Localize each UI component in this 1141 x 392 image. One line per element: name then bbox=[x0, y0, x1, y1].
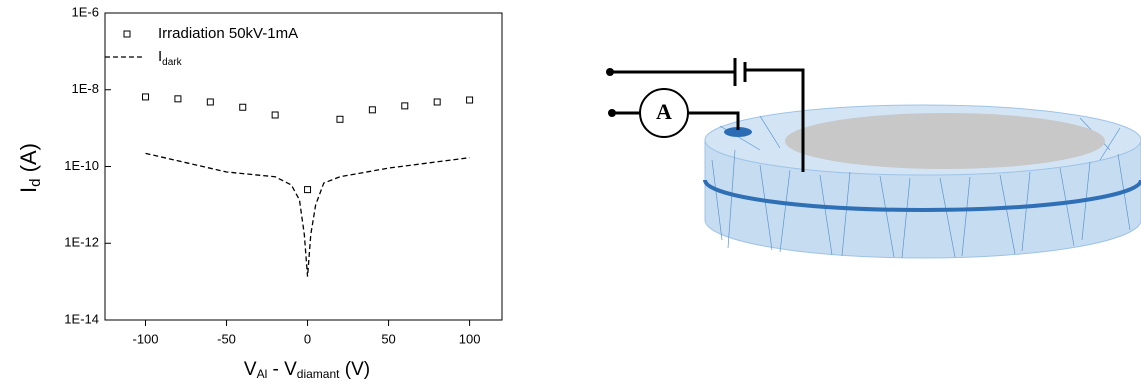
terminal bbox=[608, 109, 616, 117]
diagram: A bbox=[606, 58, 1141, 259]
point bbox=[271, 111, 279, 119]
x-axis-label: VAl - Vdiamant (V) bbox=[244, 359, 370, 381]
y-tick-label: 1E-10 bbox=[64, 158, 99, 173]
y-tick-label: 1E-14 bbox=[64, 311, 99, 326]
point bbox=[433, 98, 441, 106]
legend-name: I bbox=[158, 48, 162, 65]
ammeter bbox=[639, 88, 689, 138]
y-axis-label: Id (A) bbox=[16, 143, 44, 193]
y-label-sub: d bbox=[27, 178, 44, 186]
legend-name: Irradiation 50kV-1mA bbox=[158, 25, 298, 42]
terminal bbox=[606, 68, 614, 76]
x-tick-label: -100 bbox=[132, 331, 158, 346]
point bbox=[368, 106, 376, 114]
electrode-small bbox=[724, 127, 752, 137]
legend-label: Idark bbox=[158, 48, 183, 68]
ammeter-label: A bbox=[656, 99, 672, 124]
x-label-sub2: diamant bbox=[297, 367, 340, 381]
point bbox=[174, 95, 182, 103]
y-tick-label: 1E-8 bbox=[72, 81, 99, 96]
wires bbox=[610, 58, 805, 172]
legend-label: Irradiation 50kV-1mA bbox=[158, 25, 298, 42]
x-tick-label: -50 bbox=[217, 331, 236, 346]
y-tick-label: 1E-12 bbox=[64, 235, 99, 250]
point bbox=[336, 115, 344, 123]
x-tick-label: 50 bbox=[381, 331, 395, 346]
line bbox=[145, 152, 470, 277]
point bbox=[304, 186, 312, 194]
x-tick-label: 0 bbox=[304, 331, 311, 346]
legend-marker bbox=[123, 30, 131, 38]
legend-sub: dark bbox=[162, 57, 182, 68]
point bbox=[206, 98, 214, 106]
y-tick-label: 1E-6 bbox=[72, 4, 99, 19]
y-label-rest: (A) bbox=[16, 143, 41, 178]
electrode-top bbox=[785, 113, 1105, 169]
y-label-main: I bbox=[16, 187, 41, 193]
point bbox=[239, 103, 247, 111]
x-label-mid: - V bbox=[267, 359, 297, 380]
point bbox=[142, 93, 150, 101]
band bbox=[703, 179, 1141, 212]
x-tick-label: 100 bbox=[459, 331, 481, 346]
x-label-sub: Al bbox=[257, 367, 268, 381]
point bbox=[401, 102, 409, 110]
x-label-main: V bbox=[244, 359, 257, 380]
x-label-rest: (V) bbox=[340, 359, 371, 380]
point bbox=[466, 96, 474, 104]
